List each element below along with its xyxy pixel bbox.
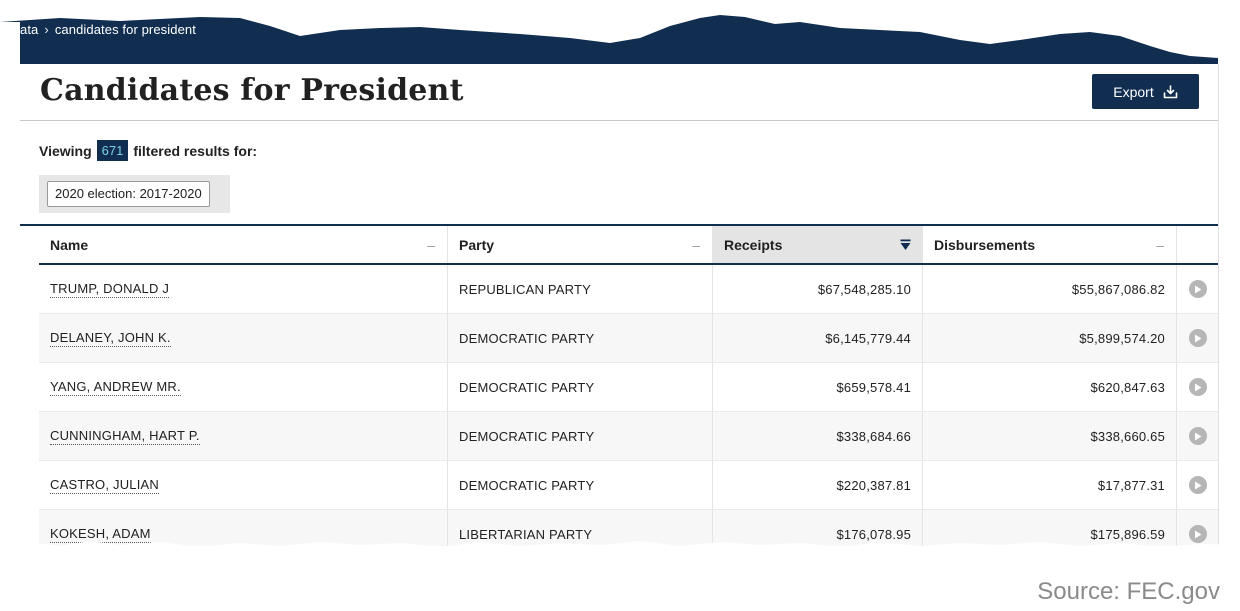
play-circle-icon[interactable] bbox=[1188, 525, 1207, 543]
cell-actions bbox=[1177, 314, 1218, 362]
play-circle-icon[interactable] bbox=[1188, 329, 1207, 347]
table-row: CASTRO, JULIAN DEMOCRATIC PARTY $220,387… bbox=[39, 461, 1218, 510]
torn-paper-edge bbox=[0, 541, 1240, 570]
page-header: Candidates for President Export bbox=[20, 64, 1218, 121]
cell-disbursements: $17,877.31 bbox=[923, 461, 1177, 509]
source-caption: Source: FEC.gov bbox=[1037, 578, 1220, 605]
breadcrumb: ata › candidates for president bbox=[20, 22, 196, 37]
filter-tag-election[interactable]: 2020 election: 2017-2020 bbox=[47, 181, 210, 207]
column-header-party[interactable]: Party – bbox=[448, 226, 713, 263]
cell-receipts: $176,078.95 bbox=[713, 510, 923, 546]
cell-name: CASTRO, JULIAN bbox=[39, 461, 448, 509]
page-card: Candidates for President Export Viewing … bbox=[20, 64, 1219, 546]
cell-receipts: $6,145,779.44 bbox=[713, 314, 923, 362]
cell-disbursements: $175,896.59 bbox=[923, 510, 1177, 546]
cell-receipts: $659,578.41 bbox=[713, 363, 923, 411]
candidate-link[interactable]: YANG, ANDREW MR. bbox=[50, 378, 181, 396]
cell-name: KOKESH, ADAM bbox=[39, 510, 448, 546]
cell-receipts: $338,684.66 bbox=[713, 412, 923, 460]
table-row: KOKESH, ADAM LIBERTARIAN PARTY $176,078.… bbox=[39, 510, 1218, 546]
cell-disbursements: $55,867,086.82 bbox=[923, 265, 1177, 313]
results-count-badge: 671 bbox=[96, 140, 129, 161]
cell-disbursements: $620,847.63 bbox=[923, 363, 1177, 411]
column-header-name[interactable]: Name – bbox=[39, 226, 448, 263]
column-label: Party bbox=[459, 236, 495, 253]
candidate-link[interactable]: CUNNINGHAM, HART P. bbox=[50, 427, 200, 445]
active-filters: 2020 election: 2017-2020 bbox=[39, 175, 230, 213]
download-tray-icon bbox=[1163, 84, 1178, 98]
cell-party: DEMOCRATIC PARTY bbox=[448, 314, 713, 362]
play-circle-icon[interactable] bbox=[1188, 427, 1207, 445]
cell-disbursements: $338,660.65 bbox=[923, 412, 1177, 460]
candidate-link[interactable]: CASTRO, JULIAN bbox=[50, 476, 159, 494]
cell-name: YANG, ANDREW MR. bbox=[39, 363, 448, 411]
cell-name: TRUMP, DONALD J bbox=[39, 265, 448, 313]
table-body: TRUMP, DONALD J REPUBLICAN PARTY $67,548… bbox=[39, 265, 1218, 546]
candidates-table: Name – Party – Receipts Disbursements – bbox=[39, 226, 1218, 546]
cell-name: CUNNINGHAM, HART P. bbox=[39, 412, 448, 460]
cell-actions bbox=[1177, 363, 1218, 411]
cell-actions bbox=[1177, 265, 1218, 313]
table-row: CUNNINGHAM, HART P. DEMOCRATIC PARTY $33… bbox=[39, 412, 1218, 461]
cell-party: DEMOCRATIC PARTY bbox=[448, 461, 713, 509]
sort-neutral-icon: – bbox=[692, 236, 700, 253]
cell-party: DEMOCRATIC PARTY bbox=[448, 412, 713, 460]
cell-actions bbox=[1177, 461, 1218, 509]
cell-party: REPUBLICAN PARTY bbox=[448, 265, 713, 313]
cell-party: DEMOCRATIC PARTY bbox=[448, 363, 713, 411]
cell-disbursements: $5,899,574.20 bbox=[923, 314, 1177, 362]
page-title: Candidates for President bbox=[40, 73, 464, 108]
breadcrumb-separator: › bbox=[44, 22, 49, 37]
table-divider bbox=[20, 224, 1218, 226]
table-row: YANG, ANDREW MR. DEMOCRATIC PARTY $659,5… bbox=[39, 363, 1218, 412]
candidate-link[interactable]: KOKESH, ADAM bbox=[50, 525, 151, 543]
cell-party: LIBERTARIAN PARTY bbox=[448, 510, 713, 546]
export-button[interactable]: Export bbox=[1092, 74, 1199, 109]
export-label: Export bbox=[1113, 83, 1154, 100]
candidate-link[interactable]: TRUMP, DONALD J bbox=[50, 280, 170, 298]
column-header-actions bbox=[1177, 226, 1218, 263]
mountain-silhouette bbox=[0, 15, 1218, 64]
results-summary: Viewing 671 filtered results for: bbox=[39, 140, 257, 161]
table-row: DELANEY, JOHN K. DEMOCRATIC PARTY $6,145… bbox=[39, 314, 1218, 363]
column-label: Name bbox=[50, 236, 89, 253]
header-banner bbox=[0, 0, 1240, 70]
column-header-disbursements[interactable]: Disbursements – bbox=[923, 226, 1177, 263]
results-prefix: Viewing bbox=[39, 142, 92, 159]
cell-name: DELANEY, JOHN K. bbox=[39, 314, 448, 362]
results-suffix: filtered results for: bbox=[133, 142, 258, 159]
sort-neutral-icon: – bbox=[427, 236, 435, 253]
table-header: Name – Party – Receipts Disbursements – bbox=[39, 226, 1218, 265]
column-label: Receipts bbox=[724, 236, 783, 253]
candidate-link[interactable]: DELANEY, JOHN K. bbox=[50, 329, 171, 347]
cell-receipts: $220,387.81 bbox=[713, 461, 923, 509]
torn-edge bbox=[0, 530, 1240, 570]
sort-neutral-icon: – bbox=[1156, 236, 1164, 253]
breadcrumb-current: candidates for president bbox=[54, 22, 196, 37]
sort-descending-icon bbox=[900, 239, 911, 250]
table-row: TRUMP, DONALD J REPUBLICAN PARTY $67,548… bbox=[39, 265, 1218, 314]
play-circle-icon[interactable] bbox=[1188, 476, 1207, 494]
column-header-receipts[interactable]: Receipts bbox=[713, 226, 923, 263]
play-circle-icon[interactable] bbox=[1188, 378, 1207, 396]
cell-actions bbox=[1177, 412, 1218, 460]
cell-receipts: $67,548,285.10 bbox=[713, 265, 923, 313]
column-label: Disbursements bbox=[934, 236, 1036, 253]
cell-actions bbox=[1177, 510, 1218, 546]
breadcrumb-parent-link[interactable]: ata bbox=[20, 22, 39, 37]
play-circle-icon[interactable] bbox=[1188, 280, 1207, 298]
